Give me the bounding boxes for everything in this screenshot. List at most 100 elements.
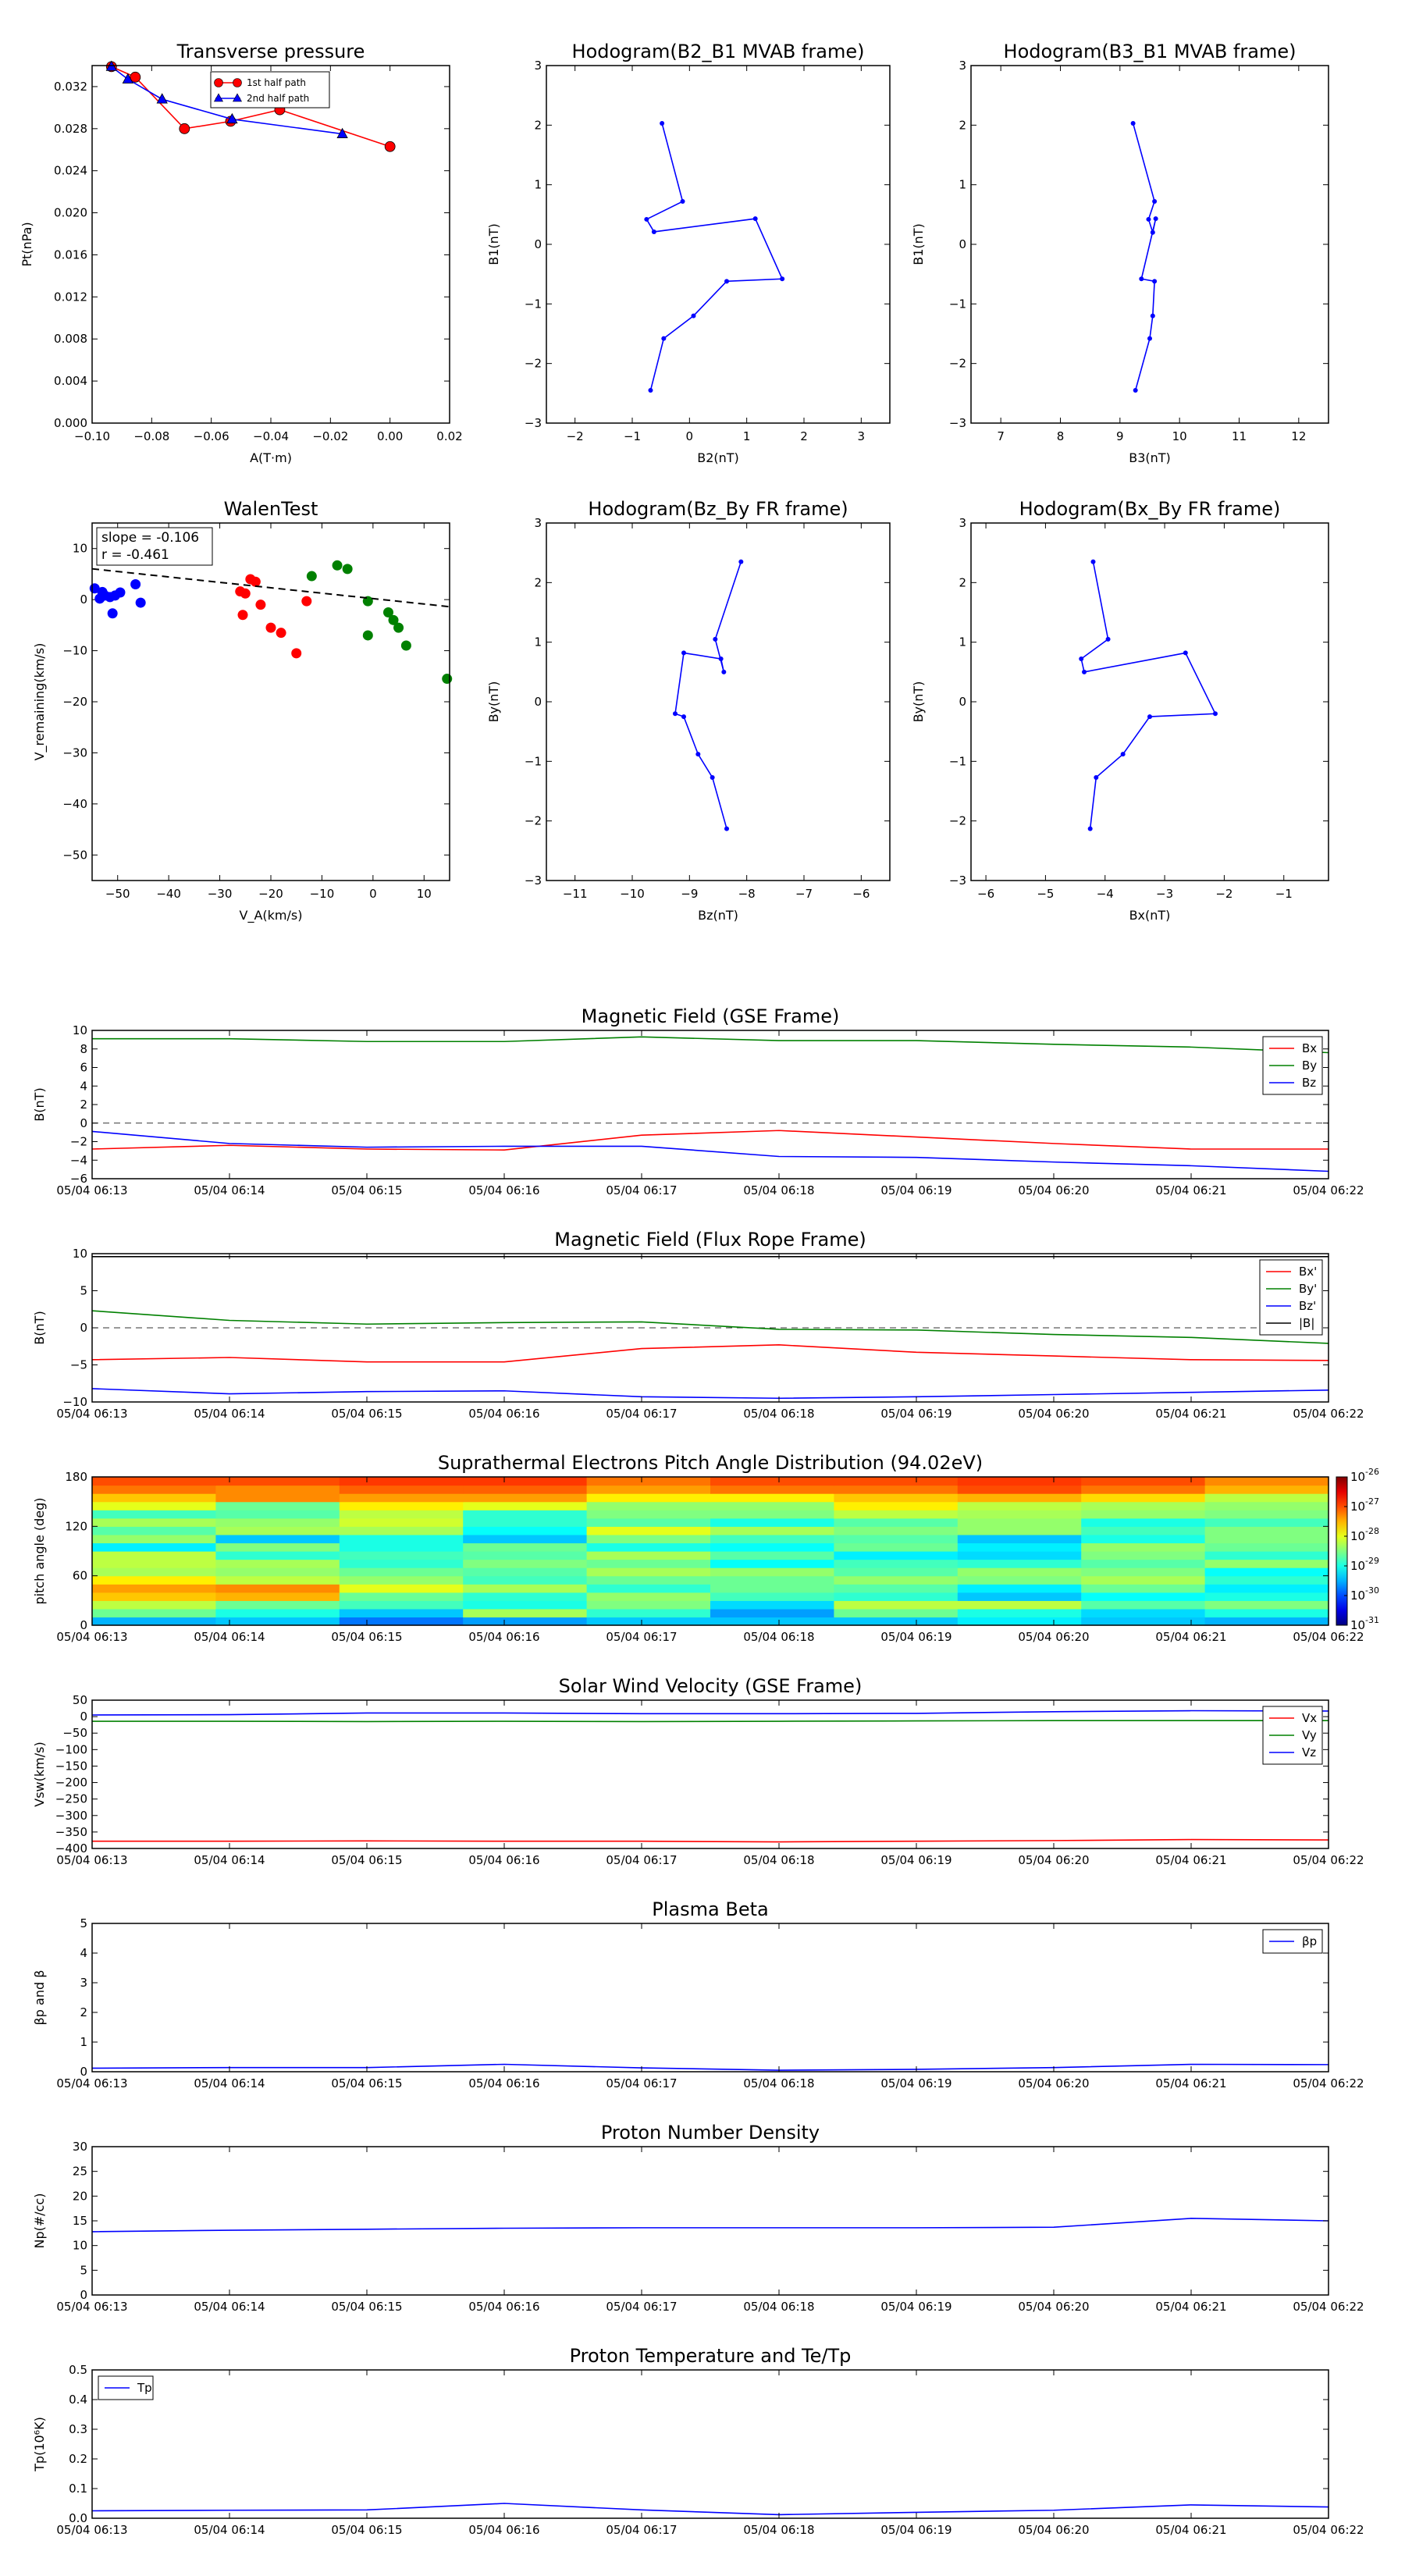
heatmap-cell [834, 1477, 959, 1486]
data-point [130, 579, 141, 590]
y-axis-label: B(nT) [32, 1311, 47, 1344]
heatmap-cell [463, 1567, 588, 1577]
x-tick-label: 1 [743, 429, 751, 443]
heatmap-cell [1204, 1542, 1329, 1552]
x-tick-label: 05/04 06:18 [743, 2300, 814, 2314]
x-tick-label: −0.06 [194, 429, 229, 443]
data-point [691, 313, 696, 318]
data-point [710, 774, 715, 780]
y-tick-label: −350 [55, 1825, 87, 1839]
y-tick-label: 20 [73, 2189, 87, 2203]
heatmap-cell [586, 1534, 711, 1544]
heatmap-cell [463, 1551, 588, 1560]
y-tick-label: −50 [62, 1726, 87, 1740]
data-point [135, 597, 146, 608]
colorbar-label: 10 [1350, 1470, 1365, 1484]
heatmap-cell [710, 1559, 834, 1568]
y-tick-label: 1 [534, 635, 542, 649]
y-tick-label: 2 [80, 2005, 87, 2019]
heatmap-cell [1081, 1551, 1206, 1560]
data-point [122, 73, 133, 84]
x-tick-label: 05/04 06:21 [1155, 1853, 1226, 1867]
data-point [1090, 559, 1096, 564]
panel-mag-fr: 05/04 06:13 05/04 06:14 05/04 06:15 05/04 0… [32, 1229, 1364, 1421]
y-tick-label: −200 [55, 1776, 87, 1790]
x-tick-label: 05/04 06:19 [880, 1407, 951, 1421]
x-tick-label: 05/04 06:15 [331, 1183, 402, 1197]
heatmap-cell [215, 1567, 340, 1577]
colorbar-exponent: -26 [1365, 1467, 1379, 1477]
heatmap-cell [339, 1559, 464, 1568]
x-tick-label: 05/04 06:21 [1155, 2300, 1226, 2314]
heatmap-cell [92, 1526, 216, 1535]
heatmap-cell [463, 1559, 588, 1568]
x-tick-label: −50 [105, 887, 130, 901]
data-point [738, 559, 744, 564]
heatmap-cell [834, 1600, 959, 1610]
plot-frame [546, 65, 891, 424]
y-tick-label: 0.0 [69, 2511, 87, 2525]
x-tick-label: 05/04 06:13 [56, 1853, 127, 1867]
heatmap-cell [463, 1510, 588, 1519]
heatmap-cell [710, 1608, 834, 1618]
heatmap-cell [1204, 1617, 1329, 1626]
y-tick-label: −6 [70, 1172, 87, 1186]
x-tick-label: −8 [738, 887, 756, 901]
heatmap-cell [586, 1485, 711, 1494]
y-tick-label: 0.024 [54, 164, 87, 178]
heatmap-cell [1081, 1517, 1206, 1527]
annotation-box [96, 527, 213, 566]
legend-label: By' [1299, 1282, 1317, 1296]
panel-transverse-pressure: −0.10 −0.08 −0.06 −0.04 −0.02 0.00 0.02 0.000 0.… [20, 41, 463, 465]
data-point [240, 588, 251, 599]
data-point [336, 127, 348, 138]
heatmap-cell [339, 1567, 464, 1577]
y-tick-label: 1 [534, 178, 542, 192]
data-point [1147, 714, 1152, 720]
x-tick-label: −0.08 [133, 429, 169, 443]
x-tick-label: 05/04 06:14 [194, 1183, 265, 1197]
x-tick-label: 05/04 06:16 [468, 1407, 539, 1421]
y-tick-label: −250 [55, 1792, 87, 1806]
x-tick-label: 05/04 06:13 [56, 2076, 127, 2090]
x-tick-label: 05/04 06:22 [1293, 1183, 1364, 1197]
heatmap-cell [957, 1485, 1082, 1494]
x-tick-label: −2 [1215, 887, 1232, 901]
x-tick-label: 05/04 06:20 [1018, 1183, 1089, 1197]
y-tick-label: −40 [62, 797, 87, 811]
panel-beta: 05/04 06:13 05/04 06:14 05/04 06:15 05/04 0… [32, 1898, 1364, 2090]
data-point [1150, 313, 1155, 318]
heatmap-cell [1204, 1551, 1329, 1560]
data-point [661, 336, 667, 341]
x-axis-label: B2(nT) [697, 450, 739, 465]
x-tick-label: 05/04 06:18 [743, 2523, 814, 2537]
heatmap-cell [834, 1608, 959, 1618]
plot-frame [91, 2146, 1329, 2296]
y-tick-label: −1 [525, 297, 542, 311]
x-tick-label: 05/04 06:17 [606, 1853, 677, 1867]
heatmap-cell [586, 1608, 711, 1618]
heatmap-cell [834, 1551, 959, 1560]
chart-title: Magnetic Field (GSE Frame) [582, 1005, 840, 1027]
y-tick-label: 0.4 [69, 2393, 87, 2407]
heatmap-cell [215, 1600, 340, 1610]
heatmap-cell [1204, 1608, 1329, 1618]
series-line [91, 1130, 1329, 1172]
heatmap-cell [586, 1600, 711, 1610]
x-tick-label: 05/04 06:17 [606, 1407, 677, 1421]
panel-hodogram-b2-b1: −2 −1 0 1 2 3 −3 −2 −1 0 1 2 3 Hodogram(B2_B1 MVAB fr… [486, 41, 891, 465]
data-point [713, 636, 718, 642]
data-point [673, 711, 678, 717]
heatmap-cell [463, 1584, 588, 1593]
legend-marker [214, 78, 223, 87]
heatmap-cell [215, 1584, 340, 1593]
data-point [342, 564, 353, 575]
plot-frame [546, 522, 891, 881]
heatmap-cell [710, 1575, 834, 1585]
colorbar-label: 10 [1350, 1500, 1365, 1514]
heatmap-cell [834, 1575, 959, 1585]
series-line [1080, 561, 1217, 829]
y-tick-label: −2 [525, 814, 542, 828]
data-point [265, 622, 276, 633]
y-tick-label: 0.000 [54, 416, 87, 430]
